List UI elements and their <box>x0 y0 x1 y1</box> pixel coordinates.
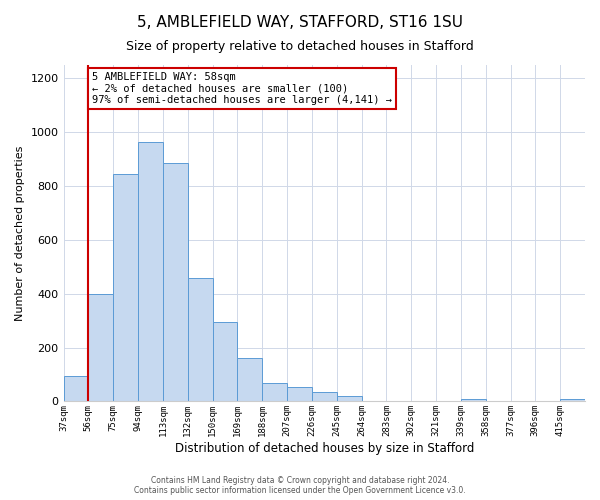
X-axis label: Distribution of detached houses by size in Stafford: Distribution of detached houses by size … <box>175 442 474 455</box>
Bar <box>461 398 485 402</box>
Text: Contains HM Land Registry data © Crown copyright and database right 2024.
Contai: Contains HM Land Registry data © Crown c… <box>134 476 466 495</box>
Bar <box>188 278 212 402</box>
Bar <box>337 396 362 402</box>
Y-axis label: Number of detached properties: Number of detached properties <box>15 146 25 321</box>
Bar <box>64 376 88 402</box>
Text: 5 AMBLEFIELD WAY: 58sqm
← 2% of detached houses are smaller (100)
97% of semi-de: 5 AMBLEFIELD WAY: 58sqm ← 2% of detached… <box>92 72 392 105</box>
Text: Size of property relative to detached houses in Stafford: Size of property relative to detached ho… <box>126 40 474 53</box>
Bar <box>262 382 287 402</box>
Bar <box>287 388 312 402</box>
Bar <box>138 142 163 402</box>
Bar <box>88 294 113 402</box>
Bar <box>212 322 238 402</box>
Bar <box>238 358 262 402</box>
Bar <box>163 163 188 402</box>
Bar <box>113 174 138 402</box>
Bar <box>312 392 337 402</box>
Text: 5, AMBLEFIELD WAY, STAFFORD, ST16 1SU: 5, AMBLEFIELD WAY, STAFFORD, ST16 1SU <box>137 15 463 30</box>
Bar <box>560 400 585 402</box>
